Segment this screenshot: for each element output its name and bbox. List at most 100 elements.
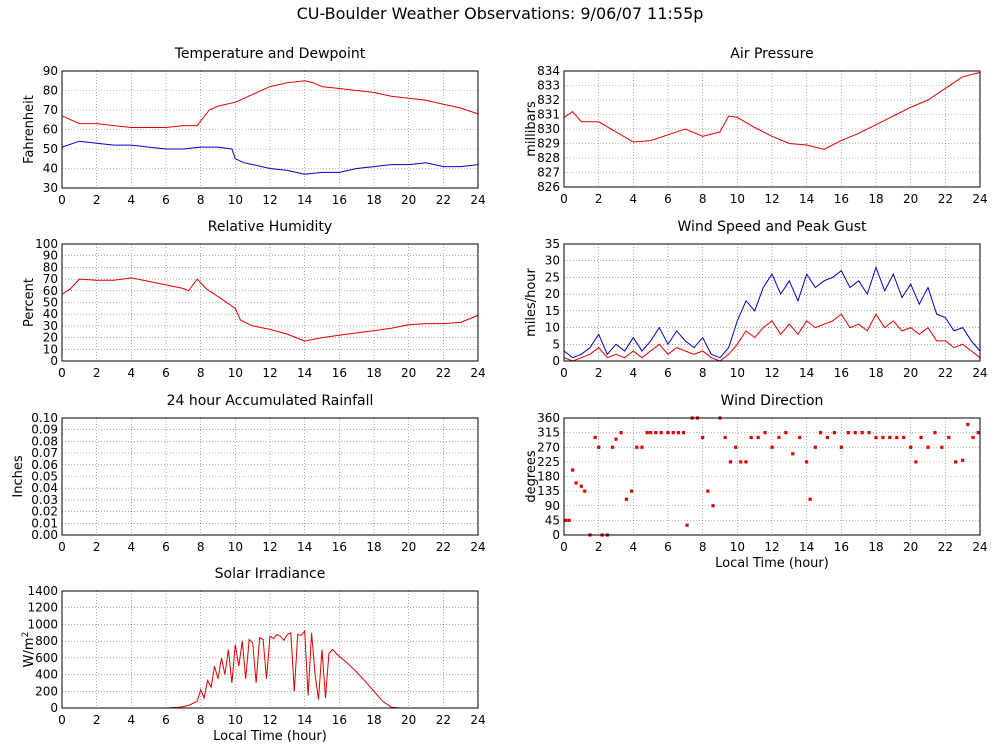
x-tick-label: 2 <box>595 366 603 380</box>
series-line-0 <box>61 80 479 128</box>
y-tick-label: 30 <box>545 254 560 268</box>
x-tick-label: 2 <box>595 540 603 554</box>
x-tick-label: 6 <box>162 713 170 727</box>
data-point <box>867 431 871 435</box>
data-point <box>756 435 760 440</box>
data-point <box>614 437 618 441</box>
x-tick-label: 14 <box>799 192 814 206</box>
x-tick-label: 22 <box>938 192 953 206</box>
data-point <box>659 431 663 435</box>
series-line-0 <box>61 277 479 342</box>
y-tick-label: 829 <box>537 137 560 151</box>
y-tick-label: 10 <box>43 342 58 356</box>
x-tick-label: 0 <box>560 192 568 206</box>
x-tick-label: 12 <box>262 193 277 207</box>
y-tick-label: 20 <box>43 331 58 345</box>
data-point <box>805 460 809 464</box>
y-tick-label: 35 <box>545 237 560 251</box>
y-tick-label: 50 <box>43 142 58 156</box>
y-axis-label: miles/hour <box>524 267 539 336</box>
y-tick-label: 30 <box>43 319 58 333</box>
y-tick-label: 0 <box>552 354 560 368</box>
x-tick-label: 4 <box>128 366 136 380</box>
x-tick-label: 0 <box>560 540 568 554</box>
data-point <box>654 431 658 435</box>
y-tick-label: 0.09 <box>31 423 58 437</box>
plot-frame <box>563 70 981 188</box>
y-axis-label: Fahrenheit <box>22 95 37 164</box>
x-tick-label: 6 <box>162 366 170 380</box>
x-tick-label: 0 <box>58 713 66 727</box>
y-axis-label: millibars <box>524 101 539 157</box>
y-axis-label: Percent <box>22 278 37 327</box>
data-point <box>971 435 975 440</box>
x-tick-label: 6 <box>664 192 672 206</box>
series-line-0 <box>563 72 981 150</box>
x-tick-label: 8 <box>699 192 707 206</box>
x-tick-label: 18 <box>868 366 883 380</box>
plot-frame <box>61 243 479 362</box>
y-tick-label: 833 <box>537 79 560 93</box>
series-line-0 <box>563 265 981 359</box>
plot-frame <box>563 243 981 362</box>
data-point <box>777 435 781 440</box>
y-tick-label: 0.07 <box>31 446 58 460</box>
y-tick-label: 315 <box>537 426 560 440</box>
y-axis-label: W/m2 <box>21 632 37 668</box>
x-tick-label: 20 <box>401 713 416 727</box>
data-point <box>593 435 597 440</box>
plot-frame <box>563 417 981 536</box>
data-point <box>564 518 568 522</box>
data-point <box>902 435 906 440</box>
data-point <box>685 523 689 527</box>
x-tick-label: 10 <box>228 713 243 727</box>
y-tick-label: 0 <box>552 528 560 542</box>
y-tick-label: 135 <box>537 484 560 498</box>
y-tick-label: 70 <box>43 103 58 117</box>
y-tick-label: 360 <box>537 411 560 425</box>
x-tick-label: 20 <box>401 193 416 207</box>
data-point <box>839 445 843 449</box>
x-tick-label: 22 <box>436 540 451 554</box>
x-tick-label: 6 <box>162 193 170 207</box>
x-tick-label: 18 <box>366 713 381 727</box>
x-tick-label: 8 <box>699 366 707 380</box>
data-point <box>676 431 680 435</box>
y-tick-label: 831 <box>537 108 560 122</box>
data-point <box>666 431 670 435</box>
x-tick-label: 0 <box>58 366 66 380</box>
data-point <box>597 445 601 449</box>
page-title: CU-Boulder Weather Observations: 9/06/07… <box>296 4 704 23</box>
x-tick-label: 0 <box>58 540 66 554</box>
data-point <box>961 458 965 462</box>
y-tick-label: 0.06 <box>31 458 58 472</box>
x-tick-label: 4 <box>128 193 136 207</box>
y-tick-label: 400 <box>35 668 58 682</box>
x-tick-label: 20 <box>903 192 918 206</box>
data-point <box>610 445 615 449</box>
data-point <box>813 445 817 449</box>
data-point <box>635 445 639 449</box>
y-tick-label: 45 <box>545 513 560 527</box>
x-tick-label: 14 <box>297 366 312 380</box>
y-tick-label: 15 <box>545 304 560 318</box>
x-tick-label: 12 <box>262 366 277 380</box>
data-point <box>728 460 732 464</box>
x-tick-label: 10 <box>730 366 745 380</box>
y-tick-label: 270 <box>537 440 560 454</box>
data-point <box>645 431 649 435</box>
y-tick-label: 800 <box>35 634 58 648</box>
x-tick-label: 16 <box>332 193 347 207</box>
x-tick-label: 24 <box>972 192 987 206</box>
chart-title: Air Pressure <box>730 46 813 62</box>
y-tick-label: 828 <box>537 151 560 165</box>
y-tick-label: 0.04 <box>31 481 58 495</box>
x-tick-label: 10 <box>228 193 243 207</box>
data-point <box>853 431 857 435</box>
y-axis-label: Inches <box>11 455 26 497</box>
y-tick-label: 80 <box>43 260 58 274</box>
